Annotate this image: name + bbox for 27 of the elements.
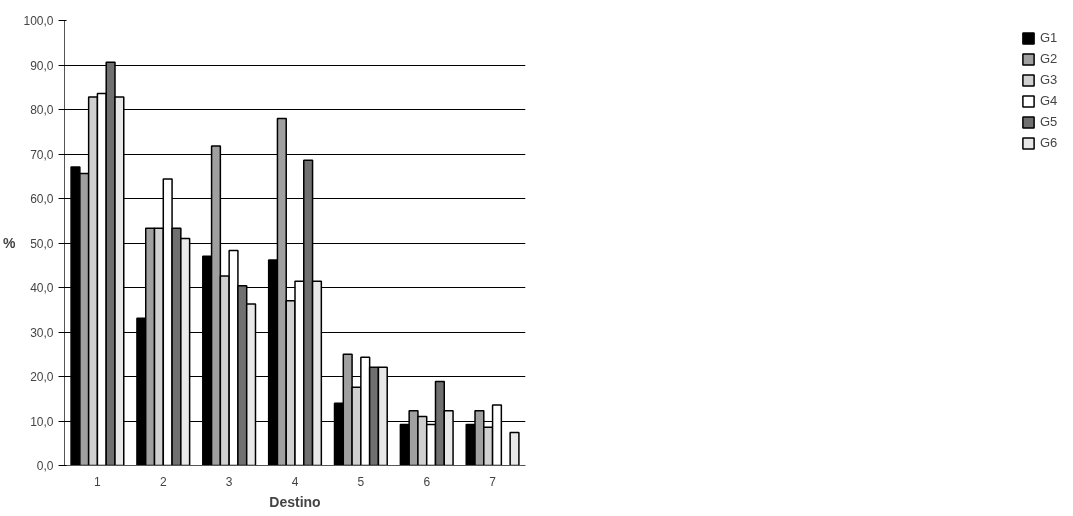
legend-label: G5: [1040, 114, 1059, 129]
legend-label: G2: [1040, 51, 1059, 66]
y-tick-label: 10,0: [30, 414, 54, 429]
x-tick-label: 3: [225, 474, 233, 489]
y-tick-label: 20,0: [30, 370, 54, 384]
legend-label: G4: [1040, 93, 1059, 108]
x-tick-label: 5: [357, 474, 365, 489]
y-tick-label: 60,0: [30, 192, 54, 206]
x-tick-label: 7: [489, 474, 497, 489]
y-tick-label: 0,0: [36, 459, 54, 473]
legend-label: G3: [1040, 72, 1059, 87]
y-tick-label: 100,0: [23, 14, 54, 28]
legend-label: G6: [1040, 135, 1059, 150]
y-tick-label: 70,0: [30, 147, 54, 162]
y-tick-label: 50,0: [30, 236, 54, 251]
y-axis-title: %: [3, 235, 17, 251]
x-tick-label: 2: [159, 474, 167, 489]
y-tick-label: 30,0: [30, 325, 54, 340]
x-tick-label: 6: [423, 474, 431, 489]
legend-label: G1: [1040, 30, 1059, 45]
x-axis-title: Destino: [269, 493, 321, 510]
y-tick-label: 40,0: [30, 281, 54, 295]
y-tick-label: 90,0: [30, 58, 54, 73]
y-tick-label: 80,0: [30, 103, 54, 117]
bar: [509, 431, 520, 466]
x-tick-label: 1: [94, 474, 102, 489]
x-tick-label: 4: [291, 474, 299, 489]
